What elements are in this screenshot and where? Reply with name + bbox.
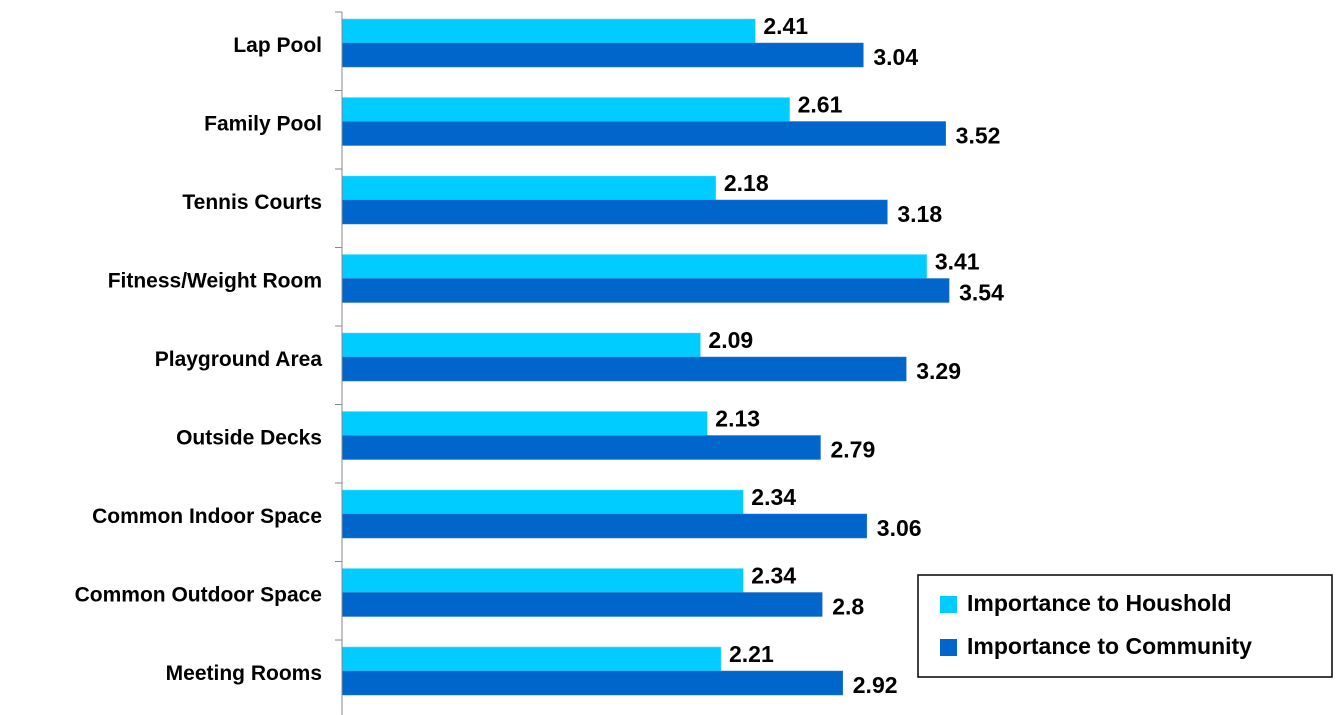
bar-common-outdoor-space-series-2 bbox=[341, 592, 823, 617]
value-label-tennis-courts-series-1: 2.18 bbox=[724, 170, 769, 196]
category-labels: Lap Pool Family Pool Tennis Courts Fitness/… bbox=[75, 34, 323, 685]
value-label-family-pool-series-1: 2.61 bbox=[798, 92, 843, 118]
category-label-outside-decks: Outside Decks bbox=[176, 426, 322, 449]
bar-lap-pool-series-1 bbox=[341, 18, 756, 44]
legend-box bbox=[917, 574, 1333, 678]
bar-tennis-courts-series-1 bbox=[341, 175, 717, 201]
category-label-meeting-rooms: Meeting Rooms bbox=[166, 662, 322, 685]
bar-outside-decks-series-1 bbox=[341, 411, 708, 436]
category-label-common-indoor-space: Common Indoor Space bbox=[92, 505, 322, 528]
bar-fitness-weight-room-series-1 bbox=[341, 254, 928, 279]
value-label-common-outdoor-space-series-2: 2.8 bbox=[832, 594, 864, 620]
bar-lap-pool-series-2 bbox=[341, 42, 864, 68]
bar-common-outdoor-space-series-1 bbox=[341, 568, 744, 593]
category-label-tennis-courts: Tennis Courts bbox=[182, 191, 322, 214]
category-label-fitness-weight-room: Fitness/Weight Room bbox=[108, 269, 322, 292]
bar-tennis-courts-series-2 bbox=[341, 199, 888, 225]
value-label-outside-decks-series-1: 2.13 bbox=[715, 406, 760, 432]
value-label-tennis-courts-series-2: 3.18 bbox=[897, 201, 942, 227]
category-label-common-outdoor-space: Common Outdoor Space bbox=[75, 583, 322, 606]
value-label-common-indoor-space-series-1: 2.34 bbox=[751, 484, 796, 510]
value-labels: 2.41 3.04 2.61 3.52 2.18 3.18 3.41 3.54 2.09 3.29… bbox=[708, 13, 1004, 698]
bar-playground-area-series-2 bbox=[341, 356, 907, 382]
value-label-family-pool-series-2: 3.52 bbox=[956, 123, 1001, 149]
bar-playground-area-series-1 bbox=[341, 332, 701, 358]
legend-swatch-series-1 bbox=[940, 596, 957, 613]
bar-meeting-rooms-series-1 bbox=[341, 646, 722, 672]
value-label-common-outdoor-space-series-1: 2.34 bbox=[751, 563, 796, 589]
legend-swatch-series-2 bbox=[940, 639, 957, 656]
bar-outside-decks-series-2 bbox=[341, 435, 821, 460]
value-label-meeting-rooms-series-2: 2.92 bbox=[853, 672, 898, 698]
category-label-playground-area: Playground Area bbox=[155, 348, 323, 371]
legend-label-series-1: Importance to Houshold bbox=[967, 590, 1232, 616]
category-axis bbox=[335, 11, 343, 715]
bar-meeting-rooms-series-2 bbox=[341, 670, 844, 696]
legend-label-series-2: Importance to Community bbox=[967, 633, 1252, 659]
value-label-common-indoor-space-series-2: 3.06 bbox=[877, 515, 922, 541]
value-label-lap-pool-series-1: 2.41 bbox=[763, 13, 808, 39]
legend: Importance to Houshold Importance to Comm… bbox=[917, 574, 1333, 678]
value-label-fitness-weight-room-series-1: 3.41 bbox=[935, 249, 980, 275]
value-label-fitness-weight-room-series-2: 3.54 bbox=[959, 280, 1004, 306]
bars-layer bbox=[341, 18, 950, 696]
category-label-family-pool: Family Pool bbox=[204, 112, 322, 135]
value-label-outside-decks-series-2: 2.79 bbox=[830, 437, 875, 463]
bar-family-pool-series-2 bbox=[341, 121, 946, 146]
bar-common-indoor-space-series-1 bbox=[341, 489, 744, 515]
bar-fitness-weight-room-series-2 bbox=[341, 278, 950, 303]
category-label-lap-pool: Lap Pool bbox=[233, 34, 322, 57]
value-label-playground-area-series-2: 3.29 bbox=[916, 358, 961, 384]
value-label-lap-pool-series-2: 3.04 bbox=[873, 44, 918, 70]
bar-common-indoor-space-series-2 bbox=[341, 513, 868, 539]
bar-family-pool-series-1 bbox=[341, 97, 790, 122]
value-label-playground-area-series-1: 2.09 bbox=[708, 327, 753, 353]
value-label-meeting-rooms-series-1: 2.21 bbox=[729, 641, 774, 667]
